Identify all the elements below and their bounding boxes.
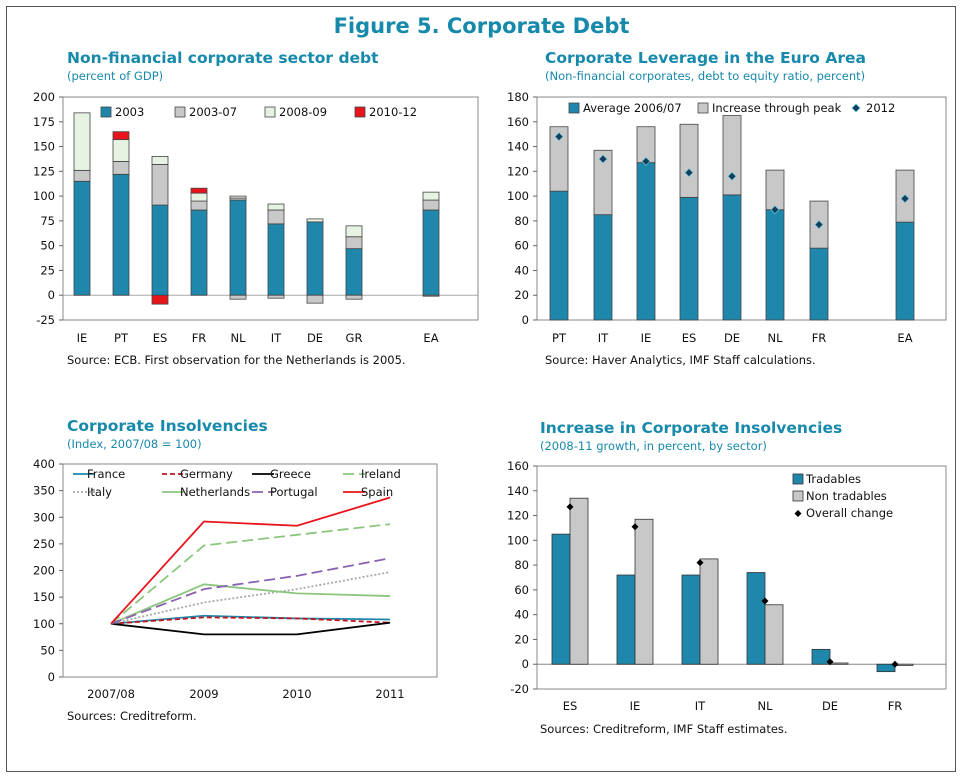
chart1-source: Source: ECB. First observation for the N… [67, 353, 406, 367]
chart4-source: Sources: Creditreform, IMF Staff estimat… [540, 722, 788, 736]
chart4-title: Increase in Corporate Insolvencies [540, 419, 843, 437]
chart1-subtitle: (percent of GDP) [67, 69, 164, 83]
chart2-source: Source: Haver Analytics, IMF Staff calcu… [545, 353, 816, 367]
figure-title: Figure 5. Corporate Debt [333, 14, 630, 38]
figure-frame [6, 6, 956, 772]
chart2-title: Corporate Leverage in the Euro Area [545, 49, 866, 67]
chart2-subtitle: (Non-financial corporates, debt to equit… [545, 69, 866, 83]
chart3-title: Corporate Insolvencies [67, 417, 268, 435]
chart3-source: Sources: Creditreform. [67, 709, 197, 723]
chart1-title: Non-financial corporate sector debt [67, 49, 379, 67]
chart3-subtitle: (Index, 2007/08 = 100) [67, 437, 202, 451]
chart4-subtitle: (2008-11 growth, in percent, by sector) [540, 439, 767, 453]
